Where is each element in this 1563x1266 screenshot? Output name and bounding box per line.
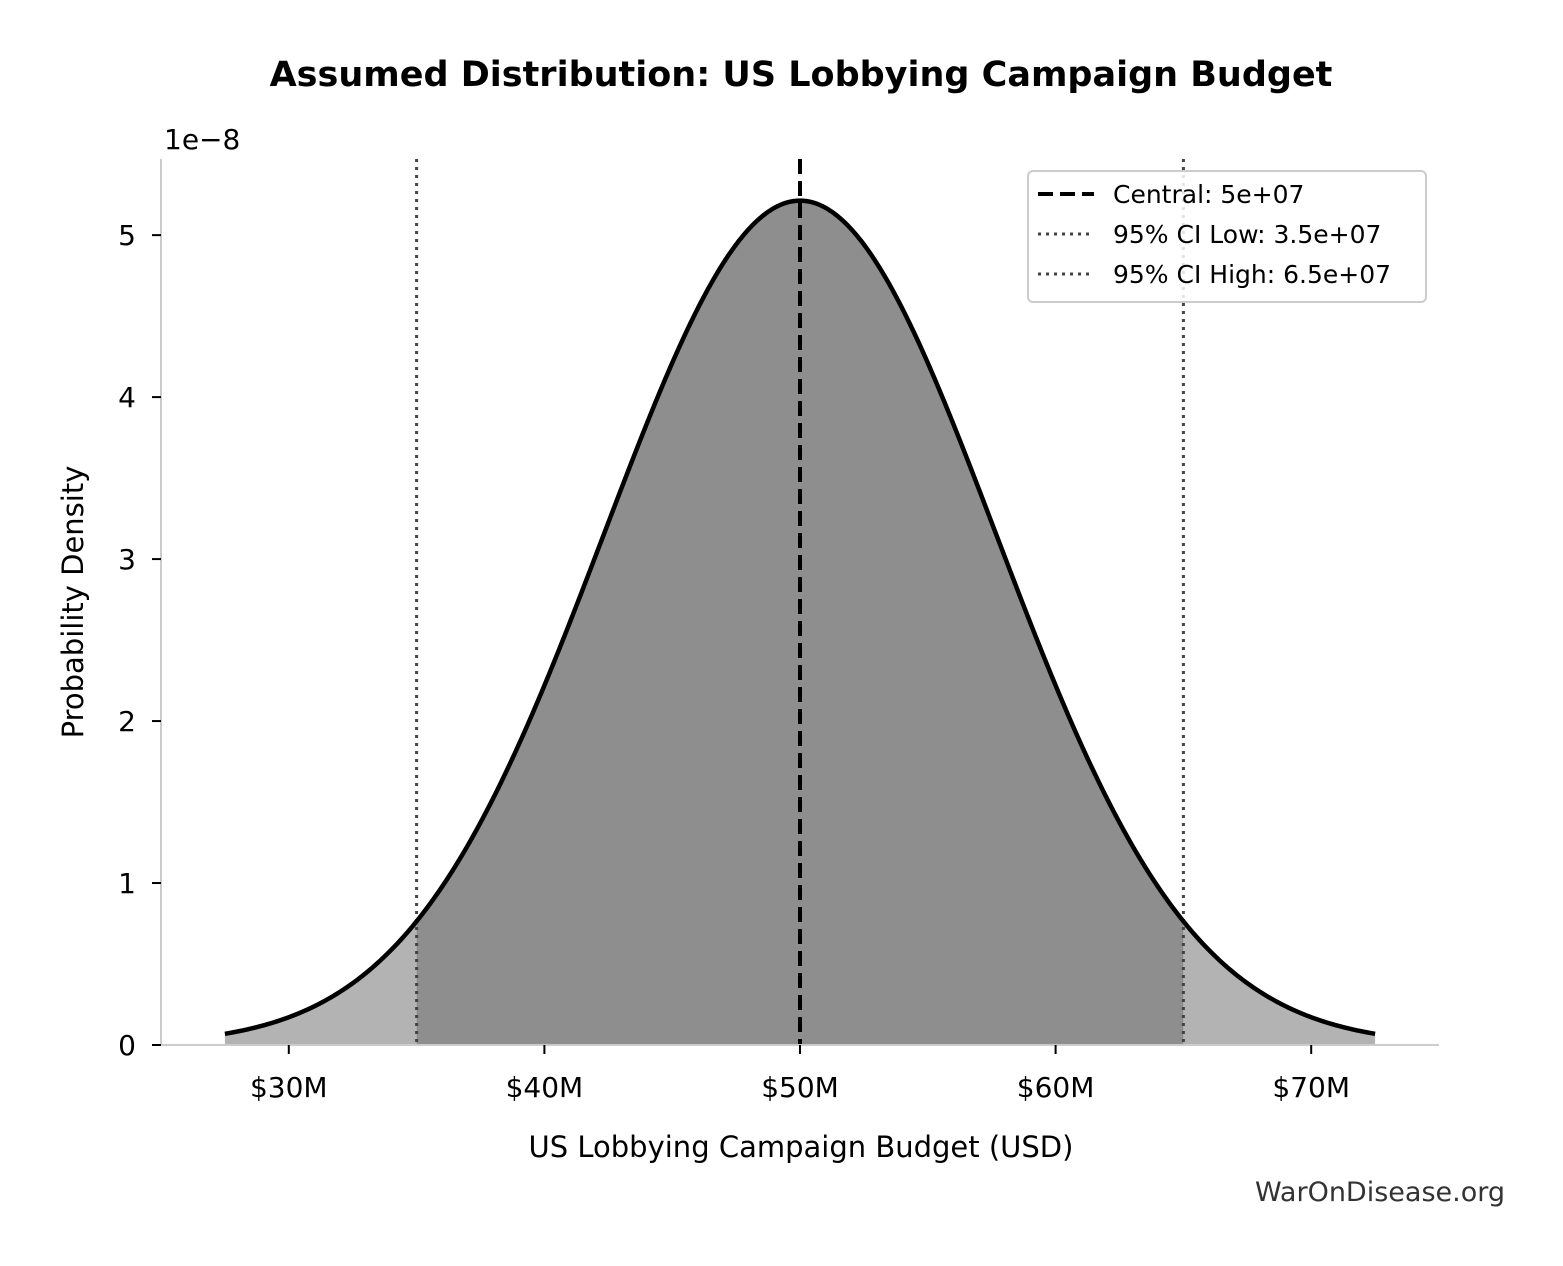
chart-title: Assumed Distribution: US Lobbying Campai… — [270, 55, 1333, 95]
y-axis-ticks: 0 1 2 3 4 5 — [118, 219, 161, 1062]
source-credit: WarOnDisease.org — [1255, 1177, 1505, 1208]
y-tick-label: 2 — [118, 705, 136, 738]
legend-box — [1027, 170, 1427, 303]
legend-items: Central: 5e+07 95% CI Low: 3.5e+07 95% CI … — [1038, 180, 1391, 289]
y-axis-label: Probability Density — [56, 466, 90, 739]
y-tick-label: 5 — [118, 219, 136, 252]
x-tick-label: $60M — [1017, 1071, 1095, 1104]
right-tail-area — [1183, 921, 1376, 1045]
legend-label: 95% CI High: 6.5e+07 — [1113, 260, 1391, 289]
y-tick-label: 4 — [118, 381, 136, 414]
y-tick-label: 0 — [118, 1029, 136, 1062]
density-curve — [224, 198, 1376, 1037]
legend: Central: 5e+07 95% CI Low: 3.5e+07 95% CI … — [1027, 170, 1427, 303]
y-tick-label: 1 — [118, 867, 136, 900]
x-tick-label: $40M — [506, 1071, 584, 1104]
legend-label: 95% CI Low: 3.5e+07 — [1113, 220, 1381, 249]
x-tick-label: $70M — [1272, 1071, 1350, 1104]
plot-reference-lines — [415, 159, 1185, 1045]
y-scale-label: 1e−8 — [164, 123, 240, 156]
y-tick-label: 3 — [118, 543, 136, 576]
left-tail-area — [224, 921, 417, 1045]
x-axis-ticks: $30M $40M $50M $60M $70M — [250, 1045, 1350, 1104]
plot-curve — [224, 198, 1376, 1037]
legend-label: Central: 5e+07 — [1113, 180, 1304, 209]
x-tick-label: $30M — [250, 1071, 328, 1104]
x-tick-label: $50M — [761, 1071, 839, 1104]
x-axis-label: US Lobbying Campaign Budget (USD) — [529, 1130, 1074, 1164]
